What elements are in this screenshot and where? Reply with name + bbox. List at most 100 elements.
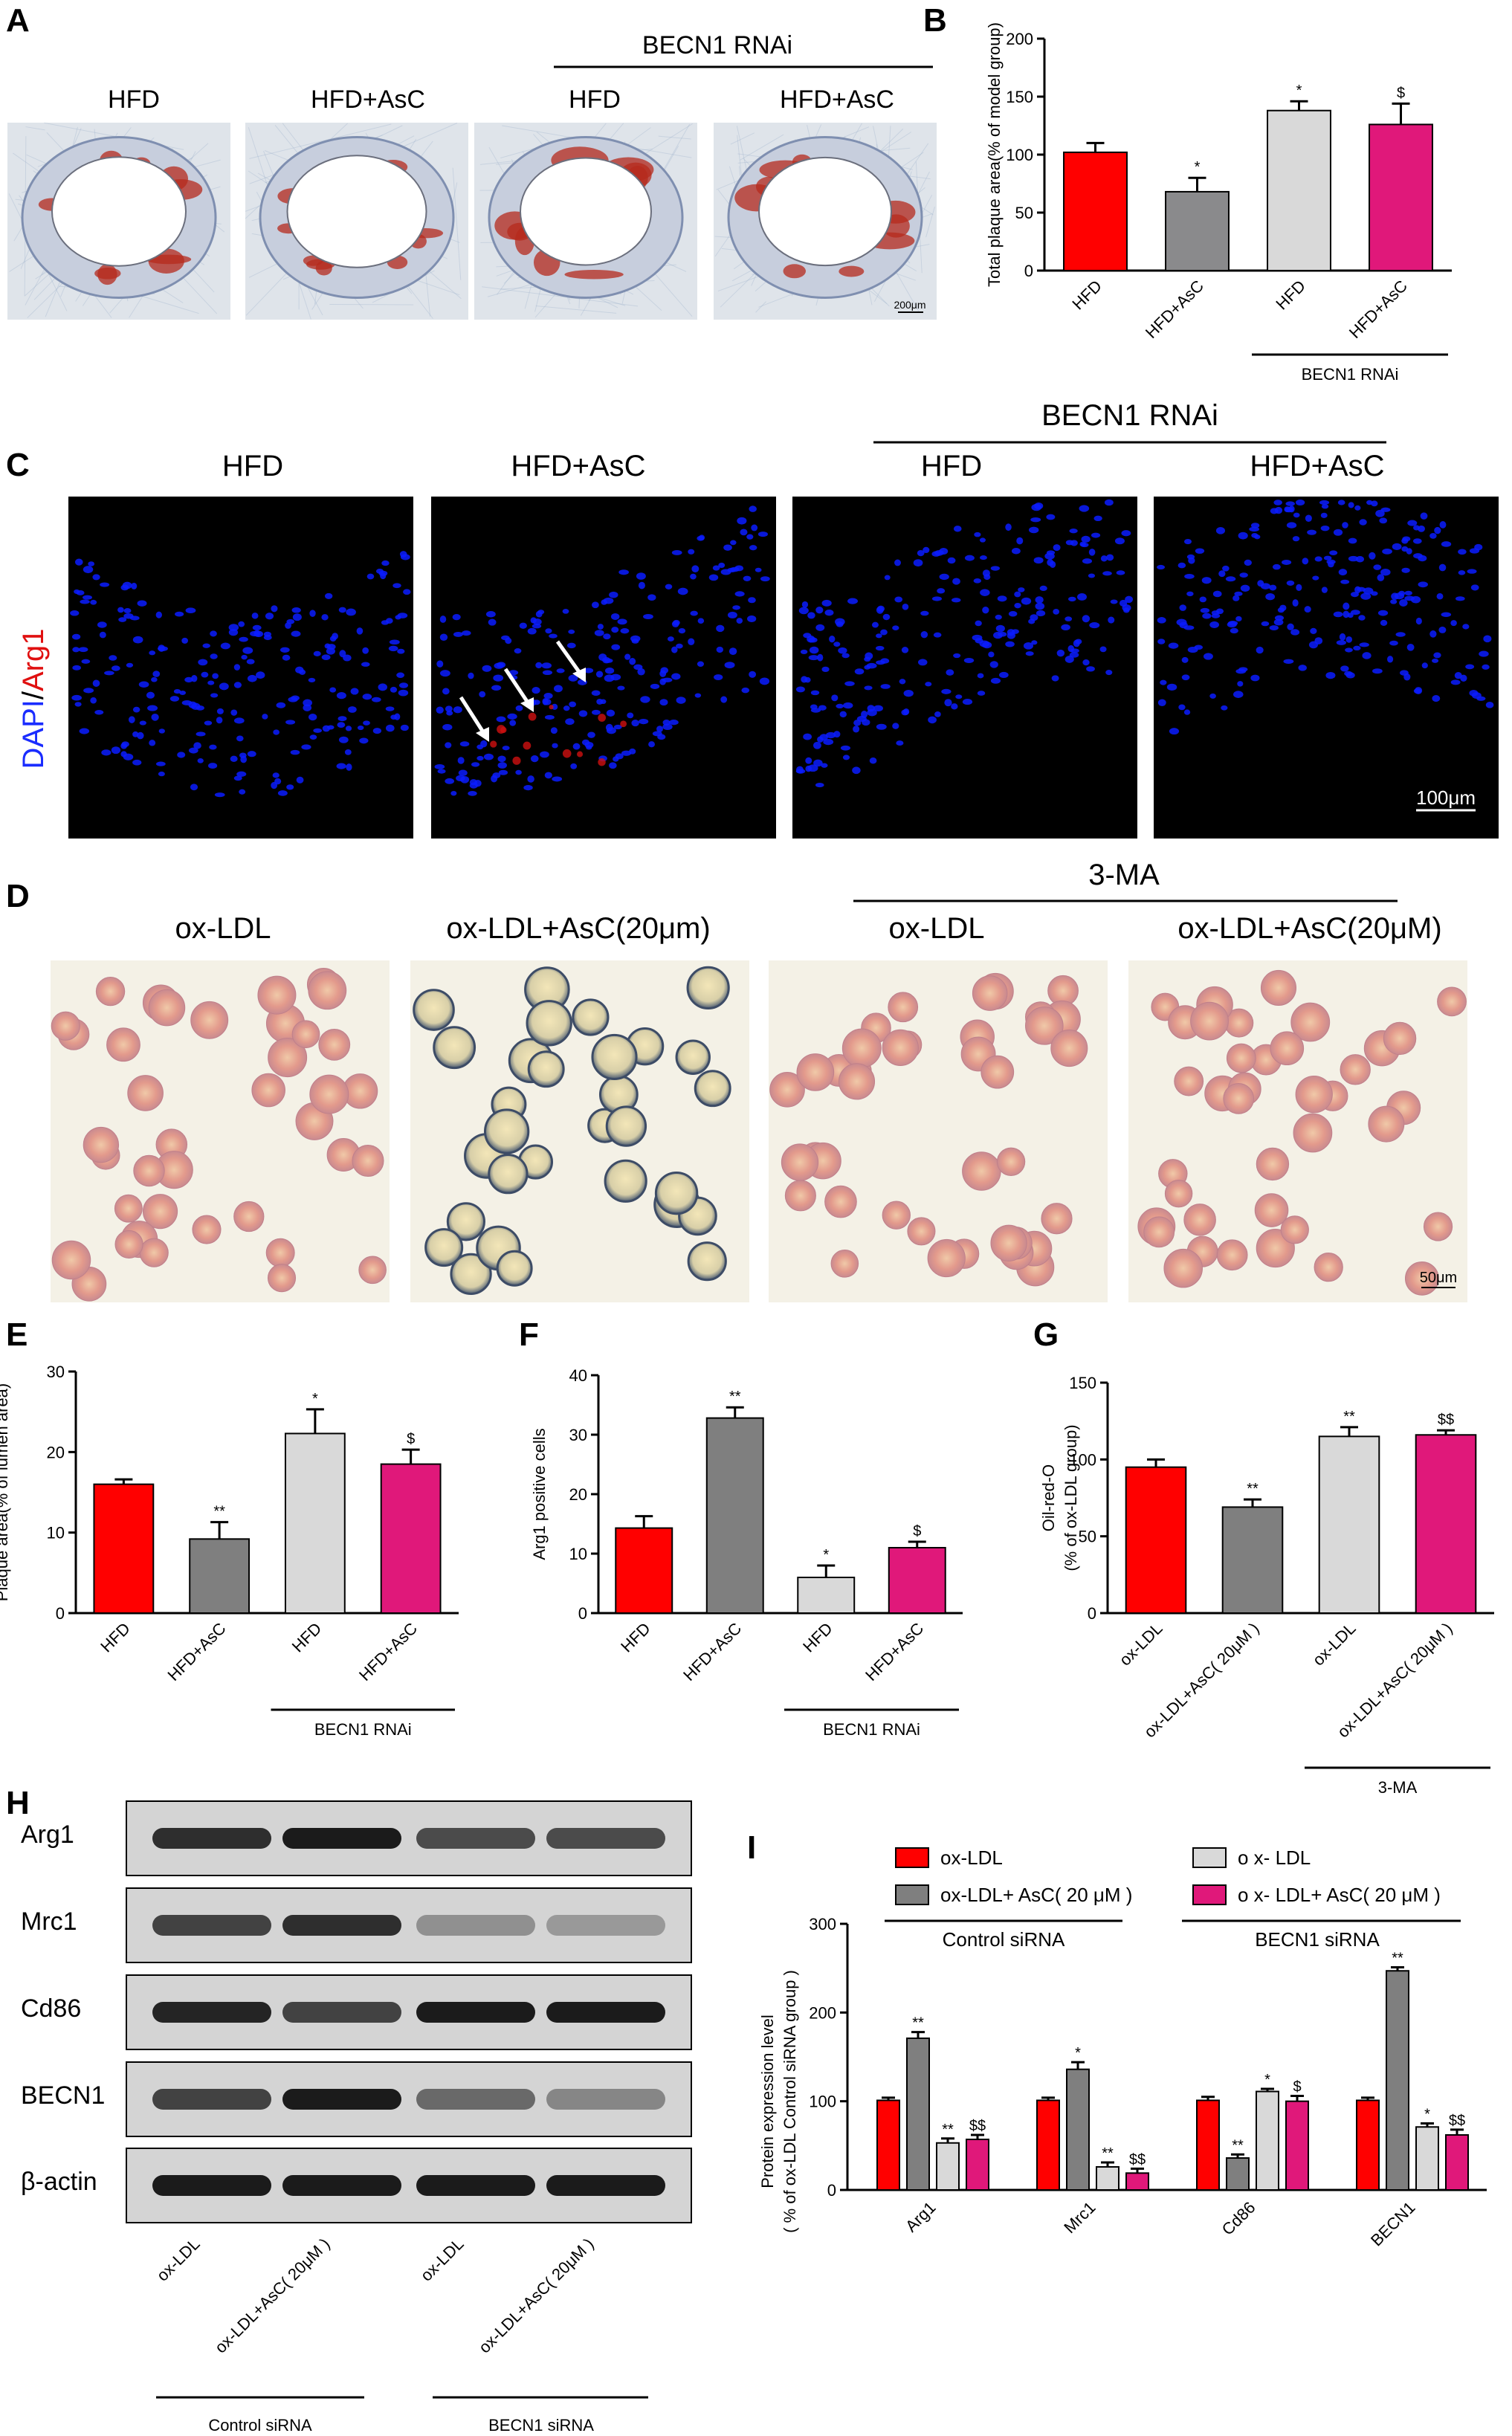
dapi-nucleus (951, 703, 958, 710)
dapi-nucleus (505, 637, 512, 644)
blot-band (416, 2002, 535, 2023)
dapi-nucleus (842, 755, 850, 760)
dapi-nucleus (963, 657, 975, 664)
bar (284, 1432, 346, 1614)
significance-mark: $ (407, 1431, 415, 1447)
cell (1254, 1193, 1289, 1227)
dapi-nucleus (805, 765, 812, 772)
dapi-nucleus (643, 613, 653, 620)
dapi-nucleus (149, 650, 156, 656)
dapi-nucleus (708, 574, 719, 581)
dapi-nucleus (667, 636, 674, 642)
cell (882, 1201, 911, 1230)
dapi-nucleus (1244, 559, 1252, 566)
panel-label-g: G (1033, 1316, 1059, 1353)
dapi-nucleus (946, 669, 954, 676)
oil-red-image-1 (51, 960, 390, 1302)
dapi-nucleus (543, 693, 553, 700)
dapi-nucleus (723, 544, 732, 551)
plaque-stain (564, 270, 624, 280)
significance-mark: * (1264, 2072, 1270, 2088)
dapi-nucleus (977, 691, 986, 696)
dapi-nucleus (1329, 550, 1338, 556)
dapi-nucleus (818, 705, 827, 711)
dapi-nucleus (1286, 580, 1295, 586)
dapi-nucleus (450, 790, 457, 796)
dapi-nucleus (1186, 554, 1195, 560)
dapi-nucleus (1377, 610, 1389, 616)
panel-label-e: E (6, 1316, 28, 1353)
dapi-nucleus (462, 630, 471, 636)
dapi-nucleus (1307, 529, 1316, 535)
bar (1267, 109, 1331, 271)
cell (604, 1159, 647, 1203)
dapi-nucleus (993, 631, 1003, 639)
dapi-nucleus (892, 625, 899, 631)
dapi-nucleus (995, 624, 1005, 633)
cell (1423, 1212, 1453, 1241)
dapi-nucleus (1100, 555, 1108, 562)
dapi-nucleus (1030, 614, 1038, 621)
dapi-nucleus (813, 759, 823, 767)
dapi-nucleus (239, 752, 247, 758)
arg1-signal (562, 749, 572, 758)
dapi-nucleus (1121, 530, 1131, 537)
dapi-nucleus (177, 752, 186, 758)
dapi-nucleus (732, 605, 740, 610)
dapi-nucleus (185, 607, 196, 614)
cell (572, 998, 610, 1036)
dapi-nucleus (1438, 626, 1447, 633)
dapi-nucleus (403, 589, 411, 595)
blot-band (546, 2175, 665, 2196)
cell (675, 1039, 711, 1075)
dapi-nucleus (132, 759, 142, 766)
cell (962, 1151, 1001, 1191)
dapi-nucleus (553, 685, 563, 693)
dapi-nucleus (97, 621, 107, 628)
dapi-nucleus (615, 753, 624, 760)
dapi-nucleus (831, 694, 839, 702)
dapi-nucleus (817, 653, 824, 662)
dapi-nucleus (216, 717, 223, 724)
dapi-nucleus (120, 743, 127, 749)
dapi-nucleus (1125, 595, 1134, 604)
dapi-nucleus (139, 720, 146, 726)
dapi-nucleus (81, 659, 91, 664)
dapi-nucleus (1177, 562, 1186, 569)
dapi-nucleus (395, 615, 401, 620)
dapi-nucleus (445, 705, 453, 712)
dapi-nucleus (256, 671, 265, 679)
dapi-nucleus (389, 639, 400, 645)
x-tick-label: HFD+AsC (164, 1619, 230, 1684)
dapi-nucleus (80, 599, 90, 604)
cell (1256, 1147, 1290, 1181)
dapi-nucleus (1035, 602, 1045, 610)
y-tick-label: 100 (809, 2093, 836, 2111)
arg1-signal (620, 720, 627, 728)
dapi-nucleus (1239, 572, 1248, 578)
dapi-nucleus (381, 560, 390, 566)
dapi-nucleus (437, 769, 446, 774)
cell (233, 1201, 265, 1232)
dapi-nucleus (149, 740, 156, 746)
dapi-nucleus (1235, 616, 1242, 622)
arg1-signal (598, 758, 606, 766)
dapi-nucleus (1202, 613, 1212, 619)
dapi-nucleus (147, 705, 158, 711)
dapi-nucleus (982, 642, 992, 649)
arrow-head (520, 697, 534, 712)
y-axis-label-2: ( % of ox-LDL Control siRNA group ) (781, 1970, 799, 2233)
dapi-nucleus (937, 588, 946, 594)
dapi-nucleus (476, 755, 484, 761)
panel-label-f: F (519, 1316, 539, 1353)
dapi-nucleus (1350, 592, 1359, 598)
dapi-nucleus (650, 683, 660, 689)
dapi-nucleus (737, 517, 747, 525)
dapi-nucleus (1285, 507, 1293, 513)
dapi-nucleus (453, 706, 462, 714)
significance-mark: ** (729, 1389, 741, 1405)
dapi-nucleus (798, 607, 809, 615)
dapi-nucleus (126, 662, 134, 668)
cell (1437, 986, 1467, 1017)
dapi-nucleus (1454, 672, 1462, 679)
